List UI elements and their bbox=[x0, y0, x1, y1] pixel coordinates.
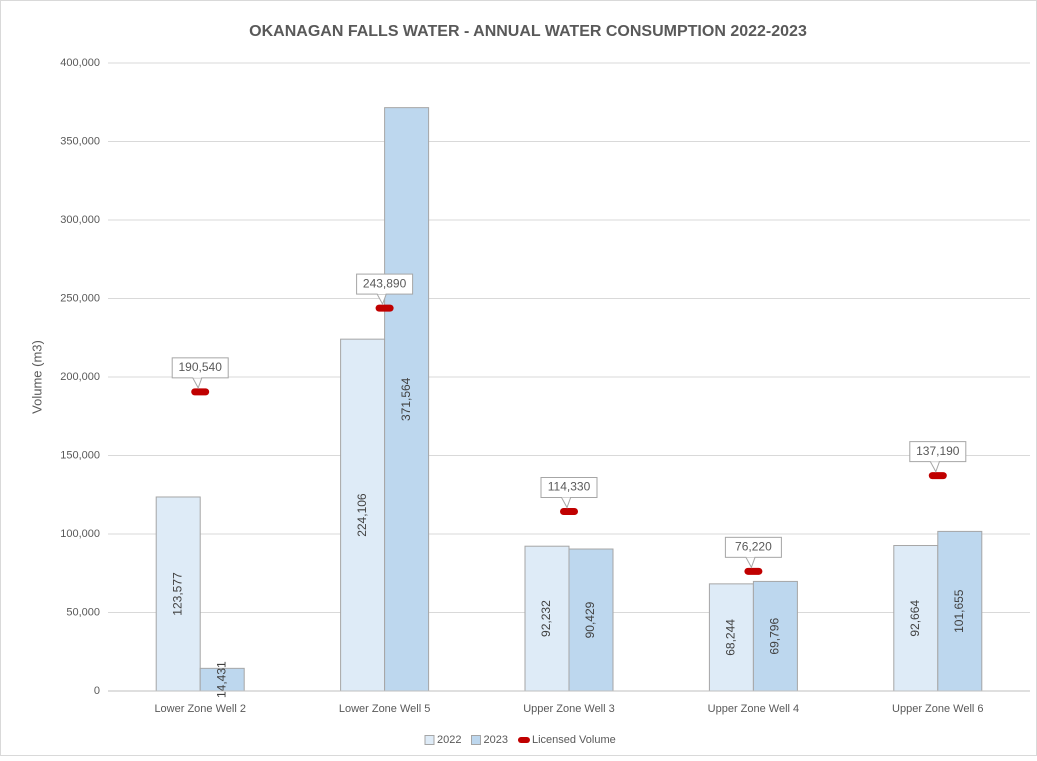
x-tick-label: Upper Zone Well 3 bbox=[523, 703, 615, 715]
y-tick-label: 50,000 bbox=[66, 606, 100, 618]
licensed-marker bbox=[191, 388, 210, 396]
data-label: 69,796 bbox=[768, 618, 782, 655]
legend-swatch bbox=[424, 735, 435, 745]
legend-swatch bbox=[470, 735, 481, 745]
y-tick-label: 100,000 bbox=[60, 528, 100, 540]
bar bbox=[568, 548, 614, 692]
data-label: 68,244 bbox=[724, 619, 738, 656]
y-tick-label: 350,000 bbox=[60, 135, 100, 147]
data-label: 137,190 bbox=[916, 444, 960, 458]
data-label: 114,330 bbox=[548, 480, 591, 494]
data-label: 190,540 bbox=[179, 360, 223, 374]
callout-pointer-cover bbox=[930, 459, 939, 462]
callout-pointer-cover bbox=[193, 375, 202, 378]
licensed-marker bbox=[560, 508, 578, 516]
bar bbox=[708, 583, 754, 692]
callout-pointer-cover bbox=[746, 555, 755, 558]
legend-label: 2023 bbox=[483, 734, 507, 746]
data-label: 243,890 bbox=[363, 276, 407, 290]
x-tick-label: Upper Zone Well 4 bbox=[708, 703, 800, 715]
x-tick-label: Lower Zone Well 2 bbox=[154, 703, 246, 715]
legend-label: 2022 bbox=[437, 734, 461, 746]
bar bbox=[524, 545, 570, 692]
data-label: 14,431 bbox=[214, 661, 228, 698]
callout-pointer-cover bbox=[377, 292, 386, 295]
x-tick-label: Upper Zone Well 6 bbox=[892, 703, 984, 715]
licensed-marker bbox=[928, 472, 947, 480]
licensed-marker bbox=[744, 567, 763, 575]
bar bbox=[340, 338, 386, 692]
legend-label: Licensed Volume bbox=[532, 734, 616, 746]
data-label: 101,655 bbox=[952, 589, 966, 633]
y-tick-label: 300,000 bbox=[60, 214, 100, 226]
y-tick-label: 150,000 bbox=[60, 449, 100, 461]
data-label: 123,577 bbox=[170, 572, 184, 616]
chart-title: OKANAGAN FALLS WATER - ANNUAL WATER CONS… bbox=[249, 23, 807, 40]
data-label: 90,429 bbox=[583, 601, 597, 638]
y-tick-label: 200,000 bbox=[60, 371, 100, 383]
x-tick-label: Lower Zone Well 5 bbox=[339, 703, 431, 715]
bar bbox=[937, 530, 983, 692]
bar bbox=[384, 107, 430, 692]
y-tick-label: 400,000 bbox=[60, 57, 100, 69]
data-label: 92,232 bbox=[539, 600, 553, 637]
bar bbox=[752, 580, 798, 692]
data-label: 371,564 bbox=[399, 377, 413, 421]
y-tick-label: 0 bbox=[94, 685, 100, 697]
legend-swatch bbox=[517, 737, 530, 743]
licensed-marker bbox=[375, 304, 394, 312]
callout-pointer-cover bbox=[562, 495, 570, 498]
y-axis-title: Volume (m3) bbox=[29, 340, 44, 414]
data-label: 224,106 bbox=[355, 493, 369, 537]
data-label: 76,220 bbox=[735, 540, 772, 554]
y-tick-label: 250,000 bbox=[60, 292, 100, 304]
data-label: 92,664 bbox=[908, 600, 922, 637]
